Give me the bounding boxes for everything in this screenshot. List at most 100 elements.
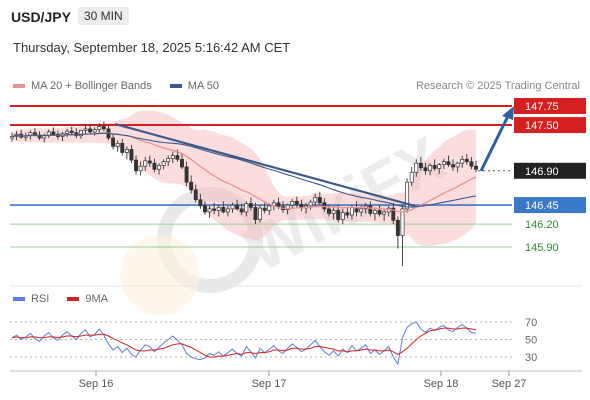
- candle: [345, 207, 350, 219]
- candle: [400, 205, 405, 267]
- legend-swatch-rsi: [13, 297, 25, 301]
- candle: [414, 159, 419, 177]
- legend-rsi-label: RSI: [31, 293, 50, 305]
- candle: [166, 155, 171, 167]
- candle: [460, 155, 465, 168]
- candle: [317, 192, 322, 206]
- chart-header: USD/JPY 30 MIN: [0, 0, 590, 36]
- candle: [437, 163, 442, 174]
- candle: [428, 163, 433, 176]
- candle: [198, 193, 203, 209]
- candle: [377, 205, 382, 217]
- candle: [372, 207, 377, 221]
- candle: [409, 166, 414, 187]
- candle: [170, 151, 175, 164]
- candle: [395, 216, 400, 249]
- candle: [225, 205, 230, 217]
- legend-swatch-ma50: [169, 84, 182, 88]
- candle: [180, 154, 184, 170]
- candle: [216, 204, 221, 217]
- level-label-0: 147.75: [525, 101, 559, 113]
- candle: [193, 184, 198, 203]
- candle: [212, 202, 217, 215]
- candle: [120, 138, 125, 156]
- moving-averages: [11, 132, 477, 213]
- interval-badge[interactable]: 30 MIN: [78, 7, 129, 25]
- candle: [189, 175, 194, 194]
- legend-9ma-label: 9MA: [85, 293, 108, 305]
- candle: [184, 161, 189, 187]
- rsi-series-0: [11, 321, 477, 366]
- candle: [423, 163, 428, 175]
- candle: [65, 128, 70, 138]
- candle: [451, 159, 455, 171]
- candle: [253, 202, 258, 225]
- level-tag-3: [514, 197, 586, 214]
- legend-swatch-9ma: [67, 297, 80, 301]
- candle: [446, 155, 451, 167]
- candle: [290, 198, 295, 209]
- candle: [51, 127, 56, 136]
- rsi-tick-label: 30: [525, 352, 537, 364]
- candlestick-series: [10, 121, 478, 267]
- candle: [69, 126, 74, 135]
- level-tag-0: [514, 98, 586, 114]
- price-level-labels: 147.75 147.50 146.90 146.45 146.20 145.90: [514, 98, 586, 254]
- candle: [83, 125, 88, 135]
- candle: [97, 122, 102, 133]
- candle: [101, 121, 106, 132]
- candle: [111, 134, 116, 150]
- candle: [244, 201, 249, 217]
- level-label-2: 146.90: [525, 166, 559, 178]
- candle: [134, 155, 138, 175]
- candle: [441, 158, 446, 170]
- candle: [248, 197, 253, 211]
- candle: [432, 159, 437, 171]
- rsi-series-1: [11, 327, 477, 358]
- candle: [331, 207, 336, 220]
- trend-line: [114, 122, 416, 208]
- candle: [203, 201, 207, 215]
- symbol-title: USD/JPY: [11, 9, 71, 25]
- candle: [239, 203, 244, 215]
- candle: [313, 193, 318, 206]
- forecast-arrow: [479, 106, 514, 172]
- candle: [262, 202, 267, 214]
- rsi-legend: RSI 9MA: [13, 293, 108, 305]
- main-legend: MA 20 + Bollinger Bands MA 50: [13, 80, 219, 92]
- level-tag-1: [514, 117, 586, 134]
- candle: [391, 202, 396, 225]
- candle: [474, 160, 478, 173]
- candle: [129, 144, 134, 164]
- candle: [115, 140, 120, 152]
- candle: [267, 204, 272, 215]
- x-tick-label: Sep 17: [252, 378, 287, 390]
- level-label-5: 145.90: [525, 242, 559, 254]
- rsi-tick-label: 70: [525, 317, 537, 329]
- candle: [464, 154, 469, 165]
- copyright-text: Research © 2025 Trading Central: [415, 80, 580, 92]
- legend-swatch-ma20: [13, 84, 25, 88]
- rsi-pane: 70 50 30: [10, 317, 537, 366]
- candle: [152, 158, 157, 173]
- level-label-1: 147.50: [525, 120, 559, 132]
- candle: [161, 159, 166, 170]
- candle: [382, 208, 387, 222]
- candle: [143, 157, 148, 171]
- candle: [418, 157, 423, 171]
- candle: [207, 205, 212, 219]
- candle: [455, 161, 460, 173]
- x-tick-label: Sep 16: [79, 378, 114, 390]
- candle: [221, 201, 226, 214]
- candle: [124, 146, 129, 160]
- candle: [368, 201, 373, 217]
- candle: [138, 161, 143, 176]
- candle: [340, 208, 345, 225]
- x-tick-label: Sep 18: [424, 378, 459, 390]
- datetime-label: Thursday, September 18, 2025 5:16:42 AM …: [13, 40, 291, 55]
- level-tag-2: [514, 162, 586, 179]
- ma50-line: [11, 132, 477, 208]
- candle: [157, 163, 161, 175]
- legend-ma20-label: MA 20 + Bollinger Bands: [31, 80, 152, 92]
